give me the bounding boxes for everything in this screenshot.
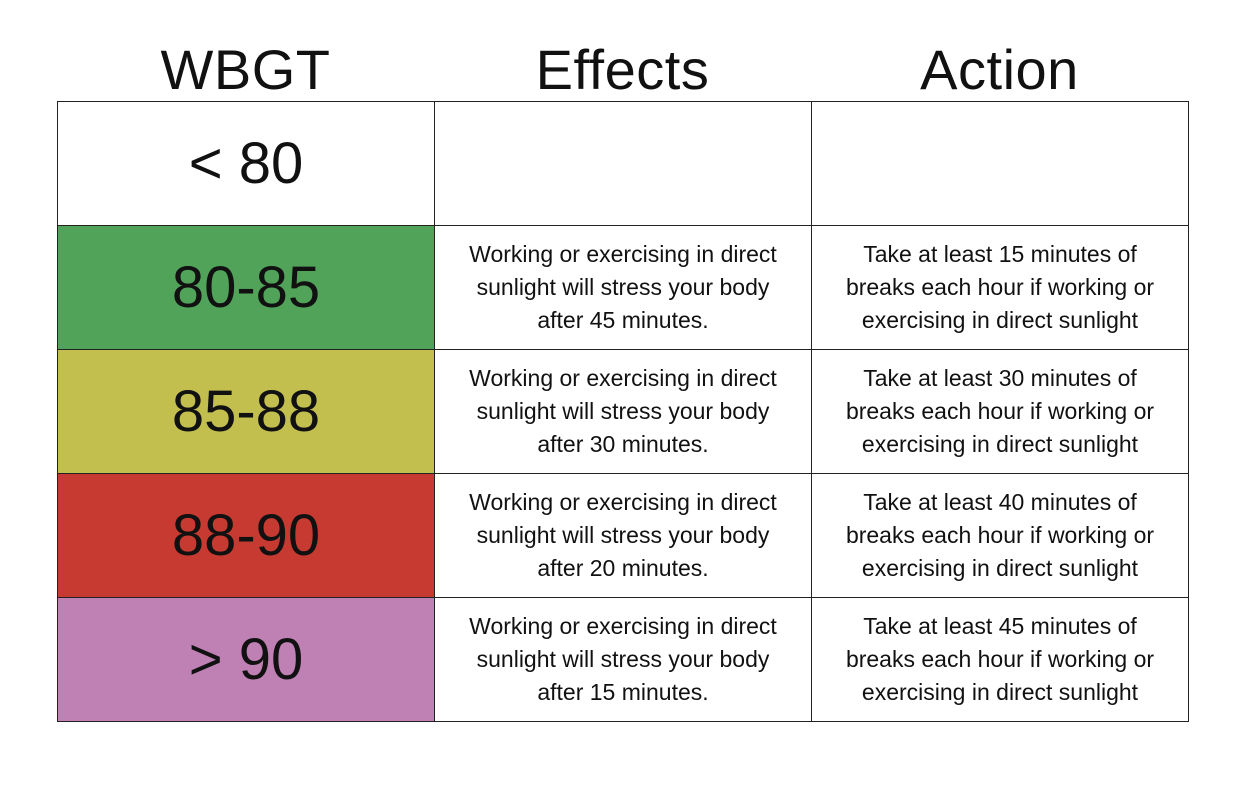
effects-line: sunlight will stress your body [476,646,770,672]
action-line: breaks each hour if working or [845,274,1155,300]
wbgt-range-cell: 80-85 [57,225,435,350]
effects-line: sunlight will stress your body [476,274,770,300]
action-line: breaks each hour if working or [845,646,1155,672]
effects-cell: Working or exercising in direct sunlight… [434,597,812,722]
effects-cell: Working or exercising in direct sunlight… [434,473,812,598]
table-row: < 80 [57,101,1189,226]
action-line: exercising in direct sunlight [861,307,1139,333]
wbgt-table: < 80 80-85 Working or exercising in dire… [57,101,1189,722]
header-wbgt: WBGT [160,38,331,101]
effects-line: Working or exercising in direct [469,489,777,515]
effects-line: after 45 minutes. [537,307,709,333]
header-effects: Effects [535,38,710,101]
effects-line: Working or exercising in direct [469,613,777,639]
effects-line: Working or exercising in direct [469,365,777,391]
action-line: Take at least 15 minutes of [863,241,1137,267]
effects-cell: Working or exercising in direct sunlight… [434,225,812,350]
effects-line: after 20 minutes. [537,555,709,581]
effects-line: Working or exercising in direct [469,241,777,267]
effects-line: sunlight will stress your body [476,398,770,424]
action-line: Take at least 30 minutes of [863,365,1137,391]
table-header: WBGT Effects Action [57,30,1188,102]
effects-cell [434,101,812,226]
effects-line: after 30 minutes. [537,431,709,457]
action-line: exercising in direct sunlight [861,431,1139,457]
effects-cell: Working or exercising in direct sunlight… [434,349,812,474]
action-cell: Take at least 30 minutes of breaks each … [811,349,1189,474]
effects-line: after 15 minutes. [537,679,709,705]
action-line: breaks each hour if working or [845,398,1155,424]
wbgt-range-cell: 85-88 [57,349,435,474]
action-cell: Take at least 40 minutes of breaks each … [811,473,1189,598]
table-row: 88-90 Working or exercising in direct su… [57,473,1189,598]
action-line: Take at least 40 minutes of [863,489,1137,515]
table-row: 85-88 Working or exercising in direct su… [57,349,1189,474]
table-row: 80-85 Working or exercising in direct su… [57,225,1189,350]
wbgt-range-cell: < 80 [57,101,435,226]
action-cell [811,101,1189,226]
wbgt-range-cell: 88-90 [57,473,435,598]
action-line: breaks each hour if working or [845,522,1155,548]
header-action: Action [920,38,1079,101]
action-cell: Take at least 15 minutes of breaks each … [811,225,1189,350]
action-line: Take at least 45 minutes of [863,613,1137,639]
action-line: exercising in direct sunlight [861,555,1139,581]
effects-line: sunlight will stress your body [476,522,770,548]
action-line: exercising in direct sunlight [861,679,1139,705]
action-cell: Take at least 45 minutes of breaks each … [811,597,1189,722]
table-row: > 90 Working or exercising in direct sun… [57,597,1189,722]
wbgt-range-cell: > 90 [57,597,435,722]
